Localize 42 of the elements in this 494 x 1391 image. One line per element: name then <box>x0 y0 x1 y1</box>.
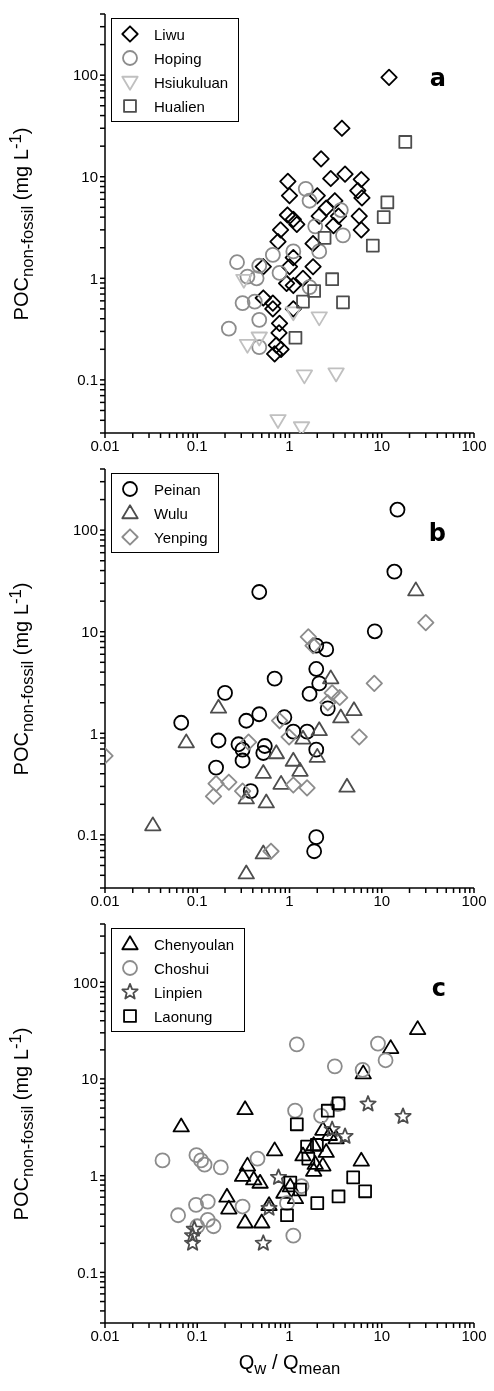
x-tick-label: 10 <box>373 1326 391 1344</box>
legend-label: Linpien <box>154 983 203 1001</box>
x-tick-label: 100 <box>461 1326 487 1344</box>
x-axis-title: Q$_{w}$ / Q$_{mean}$ <box>238 1351 341 1379</box>
y-tick-label: 10 <box>81 168 98 186</box>
x-tick-label: 1 <box>285 891 294 909</box>
y-tick-label: 10 <box>81 623 98 641</box>
x-tick-label: 100 <box>461 436 487 454</box>
x-tick-label: 0.1 <box>186 891 208 909</box>
legend-label: Hualien <box>154 97 205 115</box>
legend-label: Chenyoulan <box>154 935 235 953</box>
y-tick-label: 0.1 <box>77 826 98 844</box>
y-tick-label: 0.1 <box>77 371 98 389</box>
x-tick-label: 0.01 <box>90 436 120 454</box>
y-tick-label: 1 <box>89 1167 98 1185</box>
legend-label: Wulu <box>154 504 188 522</box>
x-tick-label: 1 <box>285 436 294 454</box>
legend-label: Hsiukuluan <box>154 73 229 91</box>
legend-label: Choshui <box>154 959 210 977</box>
x-tick-label: 1 <box>285 1326 294 1344</box>
x-tick-label: 0.1 <box>186 436 208 454</box>
annotation: c <box>431 974 446 1002</box>
legend-label: Yenping <box>154 528 208 546</box>
y-tick-label: 10 <box>81 1070 98 1088</box>
y-tick-label: 1 <box>89 269 98 287</box>
x-tick-label: 0.01 <box>90 1326 120 1344</box>
annotation: a <box>429 64 446 92</box>
legend-label: Laonung <box>154 1007 213 1025</box>
annotation: b <box>428 519 446 547</box>
y-tick-label: 1 <box>89 724 98 742</box>
legend-label: Liwu <box>154 25 185 43</box>
x-tick-label: 10 <box>373 436 391 454</box>
x-tick-label: 0.01 <box>90 891 120 909</box>
x-tick-label: 10 <box>373 891 391 909</box>
y-tick-label: 0.1 <box>77 1263 98 1281</box>
y-tick-label: 100 <box>72 521 98 539</box>
y-tick-label: 100 <box>72 66 98 84</box>
y-tick-label: 100 <box>72 973 98 991</box>
legend-label: Peinan <box>154 480 201 498</box>
x-tick-label: 0.1 <box>186 1326 208 1344</box>
x-tick-label: 100 <box>461 891 487 909</box>
legend-label: Hoping <box>154 49 202 67</box>
